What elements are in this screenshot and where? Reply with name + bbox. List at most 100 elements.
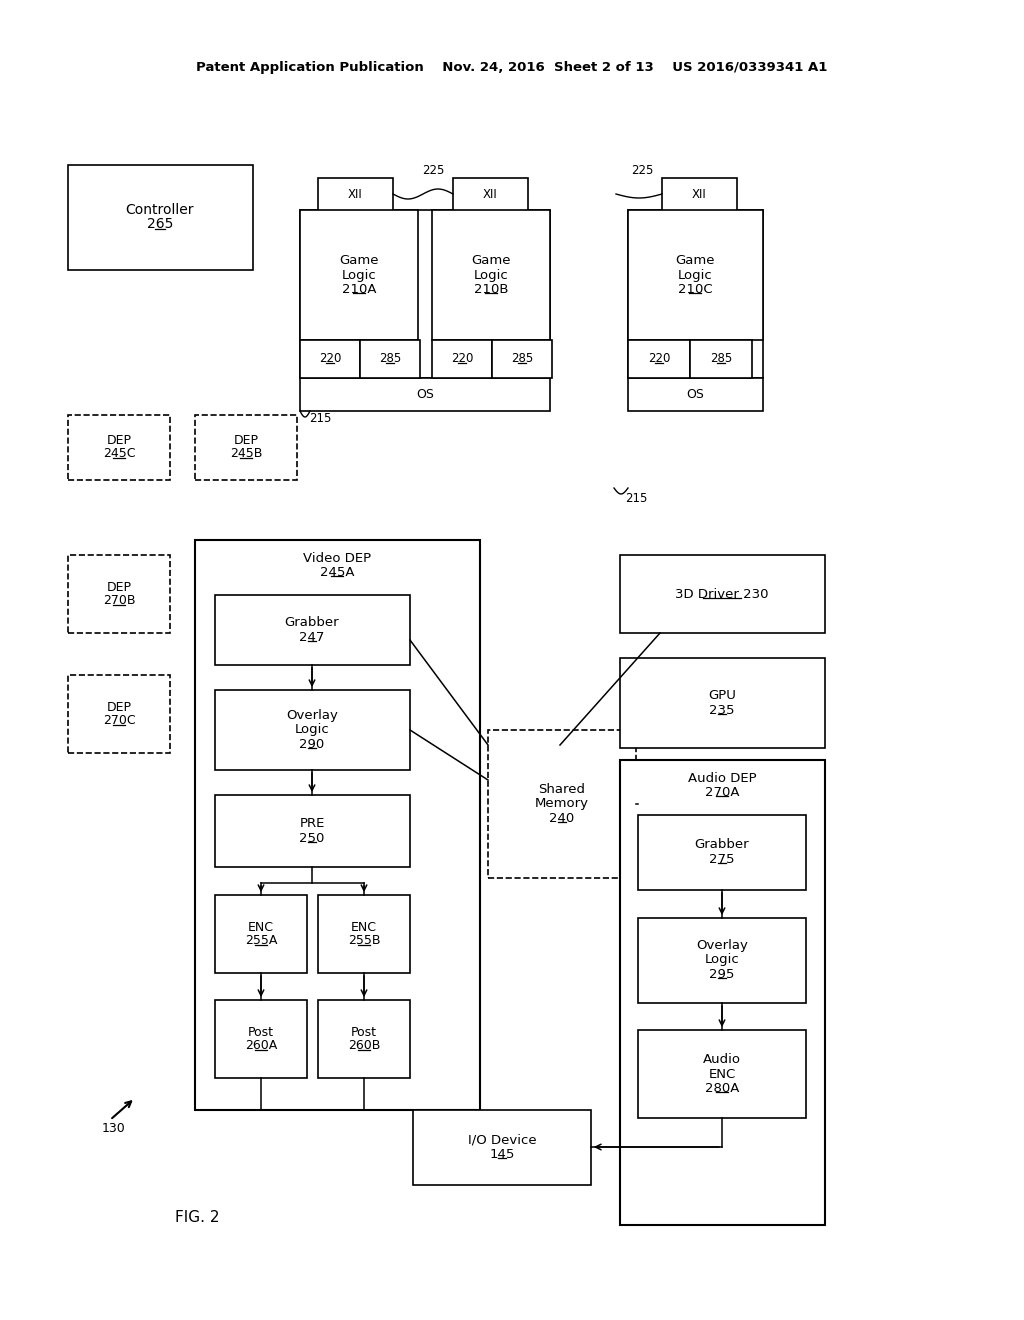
Bar	[68, 554, 170, 634]
Bar	[318, 895, 410, 973]
Bar	[628, 210, 763, 341]
Text: 295: 295	[710, 968, 734, 981]
Text: 255B: 255B	[348, 935, 380, 948]
Text: Audio: Audio	[703, 1053, 741, 1067]
Text: Logic: Logic	[342, 268, 377, 281]
Bar	[638, 1030, 806, 1118]
Bar	[215, 795, 410, 867]
Bar	[215, 1001, 307, 1078]
Text: 145: 145	[489, 1147, 515, 1160]
Bar	[628, 341, 690, 378]
Bar	[215, 595, 410, 665]
Text: Game: Game	[471, 255, 511, 267]
Text: OS: OS	[686, 388, 703, 400]
Bar	[628, 210, 763, 378]
Text: Logic: Logic	[474, 268, 508, 281]
Bar	[68, 414, 170, 480]
Bar	[195, 414, 297, 480]
Text: Logic: Logic	[705, 953, 739, 966]
Text: 285: 285	[379, 352, 401, 366]
Bar	[195, 540, 480, 1110]
Text: DEP: DEP	[106, 701, 131, 714]
Text: 225: 225	[422, 164, 444, 177]
Text: 265: 265	[146, 218, 173, 231]
Text: 235: 235	[710, 704, 735, 717]
Text: Game: Game	[339, 255, 379, 267]
Bar	[638, 917, 806, 1003]
Text: 290: 290	[299, 738, 325, 751]
Text: Post: Post	[351, 1026, 377, 1039]
Text: Controller: Controller	[126, 202, 195, 216]
Text: 240: 240	[549, 812, 574, 825]
Bar	[318, 178, 393, 211]
Text: Overlay: Overlay	[696, 940, 748, 952]
Text: Memory: Memory	[535, 797, 589, 810]
Text: ENC: ENC	[351, 921, 377, 933]
Bar	[360, 341, 420, 378]
Bar	[318, 1001, 410, 1078]
Text: DEP: DEP	[233, 434, 258, 446]
Text: 247: 247	[299, 631, 325, 644]
Text: ENC: ENC	[709, 1068, 735, 1081]
Text: 285: 285	[710, 352, 732, 366]
Bar	[215, 690, 410, 770]
Text: Game: Game	[675, 255, 715, 267]
Text: 285: 285	[511, 352, 534, 366]
Text: 255A: 255A	[245, 935, 278, 948]
Text: XII: XII	[482, 187, 498, 201]
Text: 3D Driver 230: 3D Driver 230	[675, 587, 769, 601]
Text: FIG. 2: FIG. 2	[175, 1210, 219, 1225]
Text: XII: XII	[691, 187, 707, 201]
Text: 245B: 245B	[229, 447, 262, 461]
Text: 215: 215	[309, 412, 332, 425]
Bar	[662, 178, 737, 211]
Bar	[300, 341, 360, 378]
Bar	[638, 814, 806, 890]
Text: 270C: 270C	[102, 714, 135, 727]
Text: Logic: Logic	[295, 723, 330, 737]
Bar	[300, 210, 418, 341]
Text: 245C: 245C	[102, 447, 135, 461]
Text: Video DEP: Video DEP	[303, 552, 371, 565]
Text: Shared: Shared	[539, 783, 586, 796]
Bar	[68, 165, 253, 271]
Bar	[488, 730, 636, 878]
Text: 275: 275	[710, 853, 735, 866]
Bar	[628, 378, 763, 411]
Bar	[68, 675, 170, 752]
Bar	[300, 210, 550, 378]
Text: GPU: GPU	[708, 689, 736, 702]
Text: 210B: 210B	[474, 282, 508, 296]
Text: ENC: ENC	[248, 921, 274, 933]
Text: I/O Device: I/O Device	[468, 1134, 537, 1146]
Bar	[492, 341, 552, 378]
Text: 215: 215	[625, 491, 647, 504]
Bar	[620, 554, 825, 634]
Text: XII: XII	[347, 187, 362, 201]
Text: 260B: 260B	[348, 1039, 380, 1052]
Text: Post: Post	[248, 1026, 274, 1039]
Bar	[690, 341, 752, 378]
Text: 210C: 210C	[678, 282, 713, 296]
Bar	[620, 760, 825, 1225]
Bar	[620, 657, 825, 748]
Text: DEP: DEP	[106, 581, 131, 594]
Bar	[215, 895, 307, 973]
Text: 220: 220	[451, 352, 473, 366]
Bar	[453, 178, 528, 211]
Text: 130: 130	[102, 1122, 126, 1134]
Bar	[432, 341, 492, 378]
Text: 225: 225	[631, 164, 653, 177]
Text: 210A: 210A	[342, 282, 376, 296]
Text: 220: 220	[318, 352, 341, 366]
Text: Patent Application Publication    Nov. 24, 2016  Sheet 2 of 13    US 2016/033934: Patent Application Publication Nov. 24, …	[197, 62, 827, 74]
Text: 220: 220	[648, 352, 670, 366]
Text: 245A: 245A	[319, 565, 354, 578]
Text: Audio DEP: Audio DEP	[688, 771, 757, 784]
Text: OS: OS	[416, 388, 434, 400]
Bar	[432, 210, 550, 341]
Text: Overlay: Overlay	[286, 709, 338, 722]
Text: 260A: 260A	[245, 1039, 278, 1052]
Text: 280A: 280A	[705, 1082, 739, 1094]
Text: Logic: Logic	[678, 268, 713, 281]
